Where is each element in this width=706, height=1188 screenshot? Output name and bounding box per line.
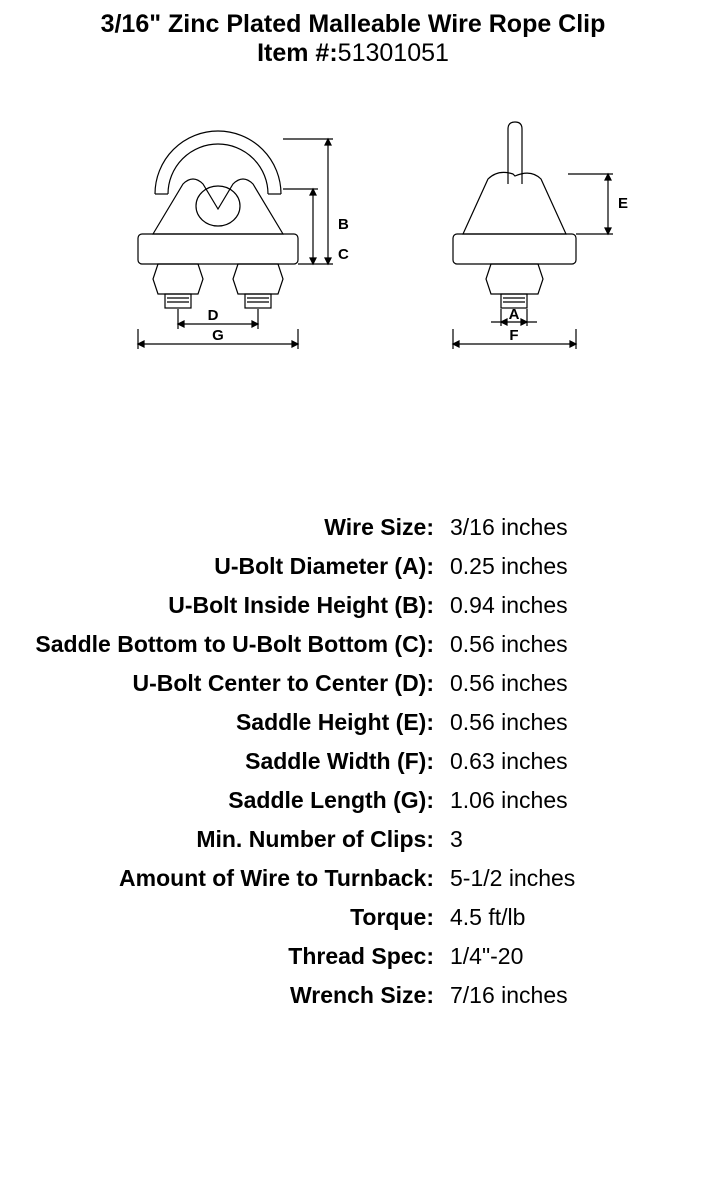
svg-text:F: F bbox=[509, 327, 518, 344]
spec-label: Saddle Length (G): bbox=[20, 787, 450, 814]
svg-text:C: C bbox=[338, 246, 349, 263]
spec-value: 5-1/2 inches bbox=[450, 865, 575, 892]
spec-row: U-Bolt Diameter (A): 0.25 inches bbox=[20, 553, 666, 580]
spec-row: Saddle Width (F): 0.63 inches bbox=[20, 748, 666, 775]
svg-text:D: D bbox=[208, 307, 219, 324]
spec-row: Min. Number of Clips: 3 bbox=[20, 826, 666, 853]
svg-text:A: A bbox=[509, 306, 520, 323]
spec-value: 1/4"-20 bbox=[450, 943, 523, 970]
spec-value: 0.63 inches bbox=[450, 748, 568, 775]
item-label: Item #: bbox=[257, 39, 338, 67]
technical-diagram: D G B C bbox=[0, 74, 706, 494]
spec-value: 0.56 inches bbox=[450, 670, 568, 697]
spec-row: U-Bolt Inside Height (B): 0.94 inches bbox=[20, 592, 666, 619]
svg-text:E: E bbox=[618, 195, 628, 212]
spec-row: Wire Size: 3/16 inches bbox=[20, 514, 666, 541]
spec-label: Thread Spec: bbox=[20, 943, 450, 970]
spec-row: Saddle Height (E): 0.56 inches bbox=[20, 709, 666, 736]
spec-label: Wrench Size: bbox=[20, 982, 450, 1009]
spec-label: Saddle Bottom to U-Bolt Bottom (C): bbox=[20, 631, 450, 658]
spec-value: 0.56 inches bbox=[450, 631, 568, 658]
spec-label: U-Bolt Center to Center (D): bbox=[20, 670, 450, 697]
item-number: 51301051 bbox=[338, 39, 449, 67]
spec-value: 1.06 inches bbox=[450, 787, 568, 814]
spec-table: Wire Size: 3/16 inches U-Bolt Diameter (… bbox=[0, 494, 706, 1009]
spec-row: Thread Spec: 1/4"-20 bbox=[20, 943, 666, 970]
svg-text:G: G bbox=[212, 327, 224, 344]
clip-diagram-svg: D G B C bbox=[43, 94, 663, 474]
spec-label: Saddle Height (E): bbox=[20, 709, 450, 736]
item-line: Item #:51301051 bbox=[0, 39, 706, 68]
spec-row: Saddle Length (G): 1.06 inches bbox=[20, 787, 666, 814]
svg-text:B: B bbox=[338, 216, 349, 233]
header: 3/16" Zinc Plated Malleable Wire Rope Cl… bbox=[0, 0, 706, 74]
spec-value: 3 bbox=[450, 826, 463, 853]
spec-row: Wrench Size: 7/16 inches bbox=[20, 982, 666, 1009]
spec-value: 4.5 ft/lb bbox=[450, 904, 525, 931]
spec-row: U-Bolt Center to Center (D): 0.56 inches bbox=[20, 670, 666, 697]
spec-value: 3/16 inches bbox=[450, 514, 568, 541]
spec-label: Torque: bbox=[20, 904, 450, 931]
spec-value: 0.56 inches bbox=[450, 709, 568, 736]
spec-label: Min. Number of Clips: bbox=[20, 826, 450, 853]
spec-label: U-Bolt Inside Height (B): bbox=[20, 592, 450, 619]
spec-value: 0.94 inches bbox=[450, 592, 568, 619]
spec-label: Saddle Width (F): bbox=[20, 748, 450, 775]
spec-label: U-Bolt Diameter (A): bbox=[20, 553, 450, 580]
spec-label: Wire Size: bbox=[20, 514, 450, 541]
spec-value: 7/16 inches bbox=[450, 982, 568, 1009]
spec-row: Torque: 4.5 ft/lb bbox=[20, 904, 666, 931]
spec-label: Amount of Wire to Turnback: bbox=[20, 865, 450, 892]
spec-row: Saddle Bottom to U-Bolt Bottom (C): 0.56… bbox=[20, 631, 666, 658]
spec-row: Amount of Wire to Turnback: 5-1/2 inches bbox=[20, 865, 666, 892]
product-title: 3/16" Zinc Plated Malleable Wire Rope Cl… bbox=[0, 10, 706, 39]
spec-value: 0.25 inches bbox=[450, 553, 568, 580]
